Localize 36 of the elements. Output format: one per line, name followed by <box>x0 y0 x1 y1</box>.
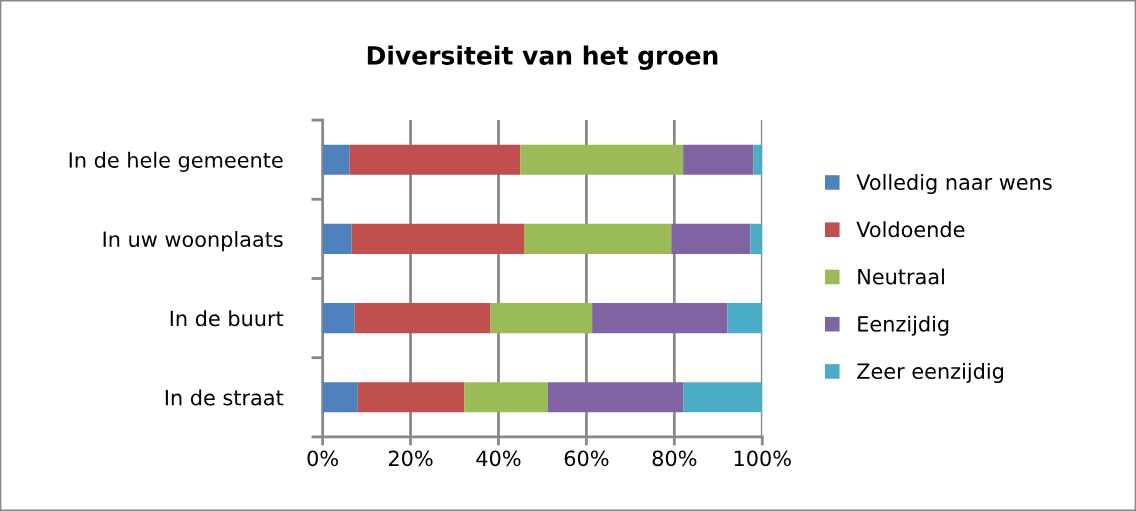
bar <box>490 303 593 334</box>
x-tick-label: 80% <box>652 450 697 467</box>
bar <box>322 303 355 334</box>
bar <box>464 382 548 413</box>
bar <box>753 144 763 175</box>
chart-title: Diversiteit van het groen <box>367 45 718 70</box>
legend-label: Neutraal <box>858 268 944 285</box>
bar <box>349 144 521 175</box>
x-tick-label: 40% <box>476 450 521 467</box>
legend-label: Zeer eenzijdig <box>857 362 1004 384</box>
bar <box>727 303 763 334</box>
legend-label: Eenzijdig <box>858 315 949 336</box>
x-tick-label: 20% <box>388 450 433 467</box>
bar <box>351 223 524 254</box>
y-tick-label: In de hele gemeente <box>69 151 283 172</box>
bar <box>592 303 728 334</box>
bar <box>520 144 684 175</box>
bar <box>750 223 763 254</box>
y-tick-label: In de straat <box>165 389 284 406</box>
legend-label: Volledig naar wens <box>856 173 1052 195</box>
x-tick-label: 0% <box>307 450 338 467</box>
y-tick-label: In de buurt <box>170 310 284 327</box>
bar <box>354 303 491 334</box>
legend-label: Voldoende <box>856 221 965 238</box>
bar <box>683 144 754 175</box>
bar <box>357 382 465 413</box>
bar <box>547 382 684 413</box>
bar <box>683 382 763 413</box>
bar <box>322 223 352 254</box>
bar <box>322 382 358 413</box>
bar <box>671 223 751 254</box>
x-tick-label: 60% <box>564 450 609 467</box>
y-tick-label: In uw woonplaats <box>103 230 283 252</box>
bar <box>523 223 672 254</box>
bar <box>322 144 350 175</box>
x-tick-label: 100% <box>734 450 791 467</box>
